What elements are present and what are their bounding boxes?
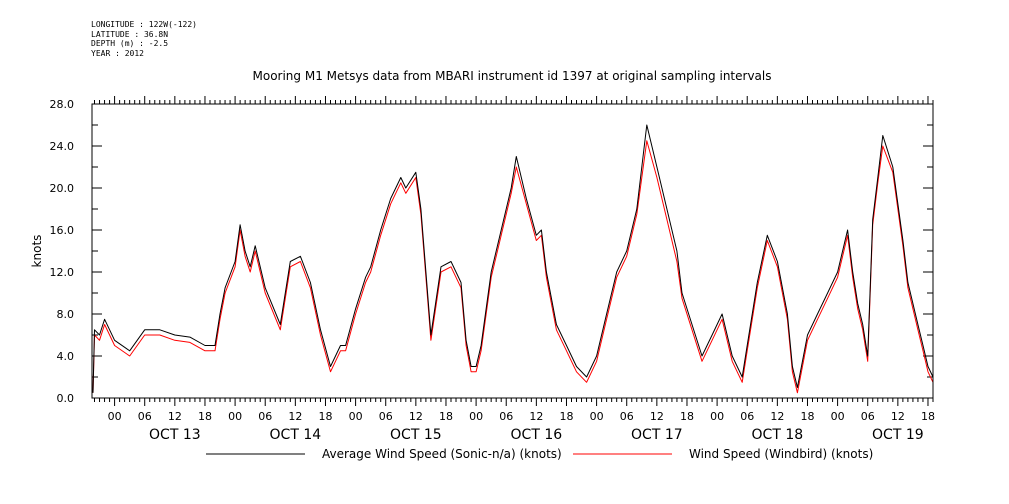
x-hour-label: 06 — [499, 410, 513, 423]
x-hour-label: 18 — [198, 410, 212, 423]
x-hour-label: 18 — [318, 410, 332, 423]
chart-title: Mooring M1 Metsys data from MBARI instru… — [253, 69, 772, 83]
year-text: YEAR : 2012 — [91, 48, 144, 58]
x-hour-label: 00 — [831, 410, 845, 423]
y-tick-label: 0.0 — [57, 392, 75, 405]
x-hour-label: 12 — [168, 410, 182, 423]
x-hour-label: 00 — [469, 410, 483, 423]
series-line-windbird-wind-speed — [92, 140, 934, 394]
y-tick-label: 20.0 — [50, 182, 75, 195]
legend-label-windbird: Wind Speed (Windbird) (knots) — [689, 447, 873, 461]
x-hour-label: 06 — [740, 410, 754, 423]
y-tick-label: 12.0 — [50, 266, 75, 279]
series-line-average-wind-speed — [92, 124, 934, 393]
x-day-label: OCT 16 — [511, 427, 563, 443]
x-hour-label: 06 — [379, 410, 393, 423]
x-hour-label: 06 — [620, 410, 634, 423]
x-hour-label: 00 — [108, 410, 122, 423]
x-hour-label: 12 — [770, 410, 784, 423]
x-hour-label: 06 — [138, 410, 152, 423]
x-hour-label: 12 — [891, 410, 905, 423]
legend: Average Wind Speed (Sonic-n/a) (knots) W… — [206, 447, 873, 461]
y-tick-label: 28.0 — [50, 98, 75, 111]
x-day-label: OCT 13 — [149, 427, 201, 443]
x-hour-label: 00 — [590, 410, 604, 423]
x-hour-label: 18 — [439, 410, 453, 423]
x-hour-label: 18 — [800, 410, 814, 423]
y-tick-label: 24.0 — [50, 140, 75, 153]
x-hour-label: 00 — [349, 410, 363, 423]
metadata-block: LONGITUDE : 122W(-122) LATITUDE : 36.8N … — [91, 20, 197, 58]
x-hour-label: 06 — [861, 410, 875, 423]
x-hour-label: 12 — [409, 410, 423, 423]
y-tick-label: 8.0 — [57, 308, 75, 321]
x-hour-label: 18 — [921, 410, 935, 423]
y-tick-label: 16.0 — [50, 224, 75, 237]
plot-frame — [91, 103, 934, 399]
series-layer — [92, 124, 934, 394]
axis-ticks: 0.0 4.0 8.0 12.0 16.0 20.0 24.0 28.0 00 06 12 18 00 0… — [50, 96, 935, 443]
x-day-label: OCT 18 — [752, 427, 804, 443]
x-hour-label: 12 — [288, 410, 302, 423]
x-hour-label: 12 — [650, 410, 664, 423]
x-hour-label: 18 — [680, 410, 694, 423]
x-hour-label: 00 — [710, 410, 724, 423]
x-hour-label: 12 — [529, 410, 543, 423]
x-hour-label: 00 — [228, 410, 242, 423]
x-day-label: OCT 15 — [390, 427, 442, 443]
y-tick-label: 4.0 — [57, 350, 75, 363]
longitude-text: LONGITUDE : 122W(-122) — [91, 20, 197, 29]
x-day-label: OCT 14 — [270, 427, 322, 443]
x-hour-label: 18 — [559, 410, 573, 423]
y-axis-label: knots — [30, 235, 44, 268]
latitude-text: LATITUDE : 36.8N — [91, 29, 169, 39]
x-day-label: OCT 19 — [872, 427, 924, 443]
x-hour-label: 06 — [258, 410, 272, 423]
depth-text: DEPTH (m) : -2.5 — [91, 39, 169, 48]
legend-label-average: Average Wind Speed (Sonic-n/a) (knots) — [322, 447, 562, 461]
x-day-label: OCT 17 — [631, 427, 683, 443]
